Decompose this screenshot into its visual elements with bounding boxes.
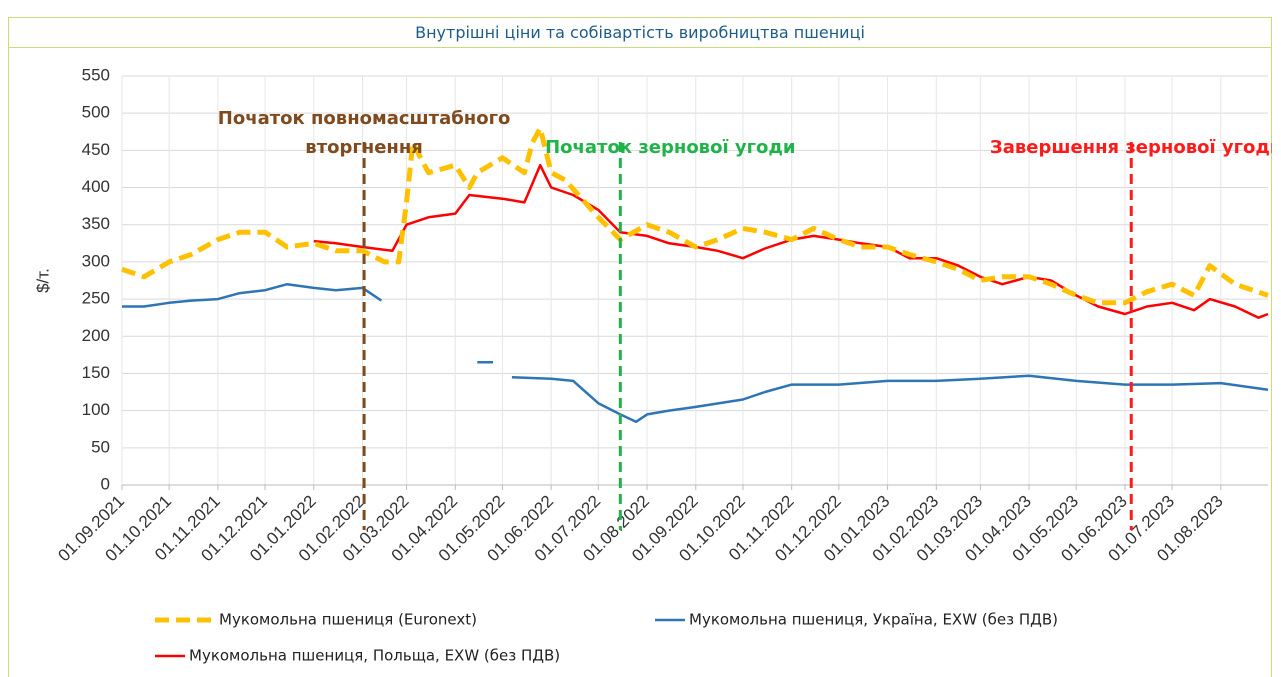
y-tick-label: 350 [82,214,110,233]
event-label: вторгнення [305,137,423,158]
y-tick-label: 250 [82,289,110,308]
y-tick-label: 550 [82,65,110,84]
y-tick-label: 200 [82,326,110,345]
legend-label: Мукомольна пшениця, Україна, EXW (без ПД… [689,611,1058,629]
series-line [121,125,1269,306]
y-tick-label: 0 [101,474,110,493]
y-tick-label: 500 [82,103,110,122]
y-tick-label: 50 [91,437,110,456]
y-axis-label: $/т. [33,268,52,293]
event-label: Початок повномасштабного [218,108,511,129]
y-tick-label: 400 [82,177,110,196]
y-tick-label: 300 [82,251,110,270]
header-title: Внутрішні ціни та собівартість виробницт… [8,17,1272,48]
y-tick-label: 100 [82,400,110,419]
event-label: Початок зернової угоди [545,137,795,158]
event-label: Завершення зернової угоди [990,137,1281,158]
legend-label: Мукомольна пшениця (Euronext) [219,611,477,629]
y-tick-label: 450 [82,140,110,159]
series-line [122,282,1269,424]
y-tick-label: 150 [82,363,110,382]
legend-label: Мукомольна пшениця, Польща, EXW (без ПДВ… [189,647,560,665]
